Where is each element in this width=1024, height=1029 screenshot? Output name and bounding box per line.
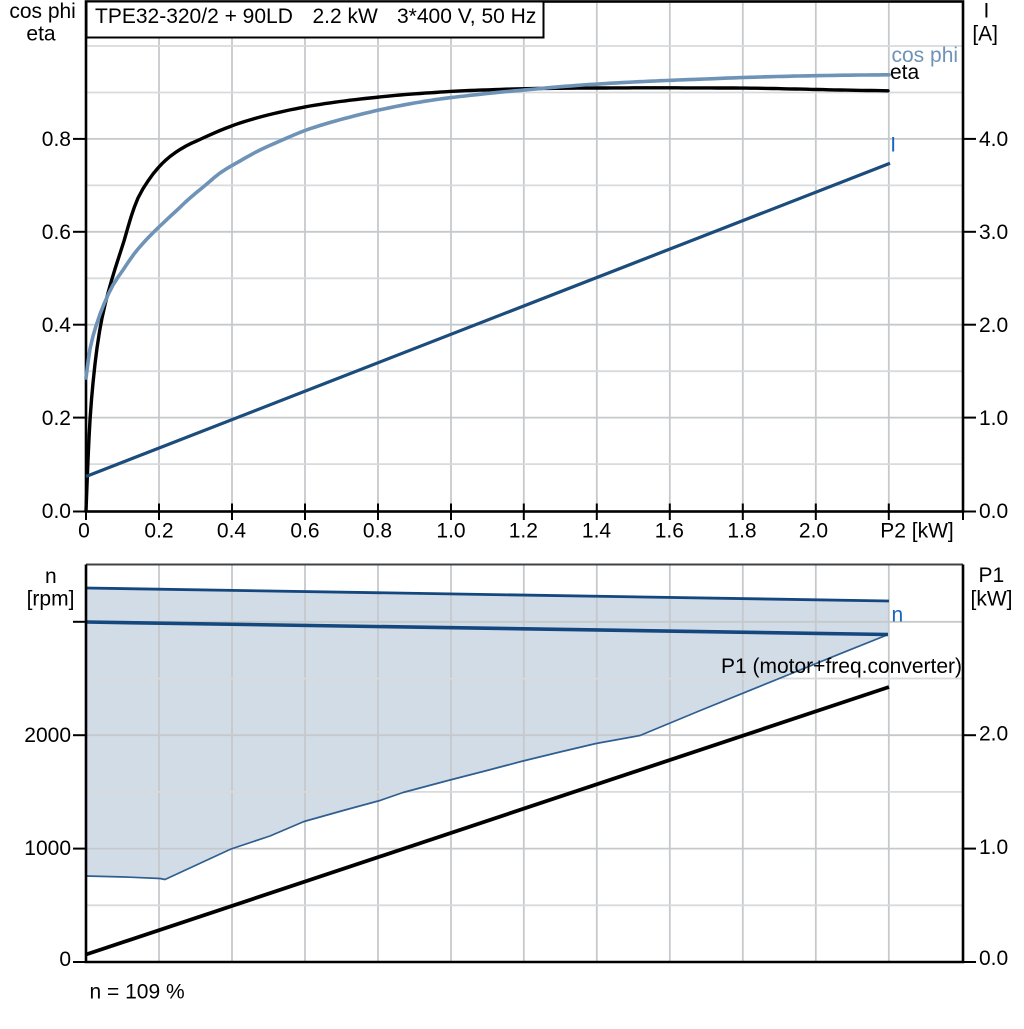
svg-text:eta: eta	[890, 61, 920, 84]
svg-text:3.0: 3.0	[979, 221, 1008, 244]
svg-text:P1 (motor+freq.converter): P1 (motor+freq.converter)	[721, 655, 962, 678]
svg-text:3*400 V, 50 Hz: 3*400 V, 50 Hz	[397, 5, 536, 28]
svg-text:0.4: 0.4	[217, 520, 247, 543]
svg-text:1000: 1000	[24, 837, 71, 860]
svg-text:P1: P1	[978, 564, 1004, 587]
svg-text:I: I	[983, 0, 989, 23]
svg-text:cos phi: cos phi	[9, 0, 76, 23]
svg-text:1.8: 1.8	[727, 520, 756, 543]
svg-text:n: n	[45, 565, 57, 588]
svg-text:n = 109 %: n = 109 %	[90, 980, 185, 1003]
svg-text:0: 0	[78, 520, 90, 543]
svg-text:[rpm]: [rpm]	[27, 588, 75, 611]
svg-text:0.6: 0.6	[290, 520, 319, 543]
svg-text:1.0: 1.0	[436, 520, 465, 543]
svg-text:1.2: 1.2	[509, 520, 538, 543]
svg-text:[kW]: [kW]	[971, 588, 1013, 611]
svg-text:0.4: 0.4	[42, 314, 72, 337]
svg-text:[A]: [A]	[972, 23, 998, 46]
svg-text:n: n	[892, 603, 904, 626]
svg-text:2.0: 2.0	[979, 723, 1008, 746]
svg-text:0.8: 0.8	[42, 128, 71, 151]
svg-text:TPE32-320/2 + 90LD: TPE32-320/2 + 90LD	[95, 5, 293, 28]
svg-text:4.0: 4.0	[979, 128, 1008, 151]
svg-text:2000: 2000	[24, 724, 71, 747]
svg-text:2.0: 2.0	[979, 314, 1008, 337]
svg-text:cos phi: cos phi	[892, 44, 959, 67]
svg-text:0.0: 0.0	[979, 500, 1008, 523]
svg-text:1.4: 1.4	[582, 520, 612, 543]
svg-text:I: I	[890, 134, 896, 157]
svg-text:0: 0	[59, 948, 71, 971]
svg-text:1.0: 1.0	[979, 836, 1008, 859]
svg-text:0.8: 0.8	[363, 520, 392, 543]
svg-text:eta: eta	[26, 23, 56, 46]
svg-text:1.0: 1.0	[979, 407, 1008, 430]
svg-text:2.0: 2.0	[799, 520, 828, 543]
svg-text:0.0: 0.0	[42, 500, 71, 523]
svg-text:1.6: 1.6	[655, 520, 684, 543]
svg-text:0.2: 0.2	[144, 520, 173, 543]
svg-text:0.2: 0.2	[42, 407, 71, 430]
svg-text:P2 [kW]: P2 [kW]	[880, 520, 954, 543]
svg-text:0.6: 0.6	[42, 221, 71, 244]
svg-text:0.0: 0.0	[979, 947, 1008, 970]
svg-text:2.2 kW: 2.2 kW	[313, 5, 379, 28]
